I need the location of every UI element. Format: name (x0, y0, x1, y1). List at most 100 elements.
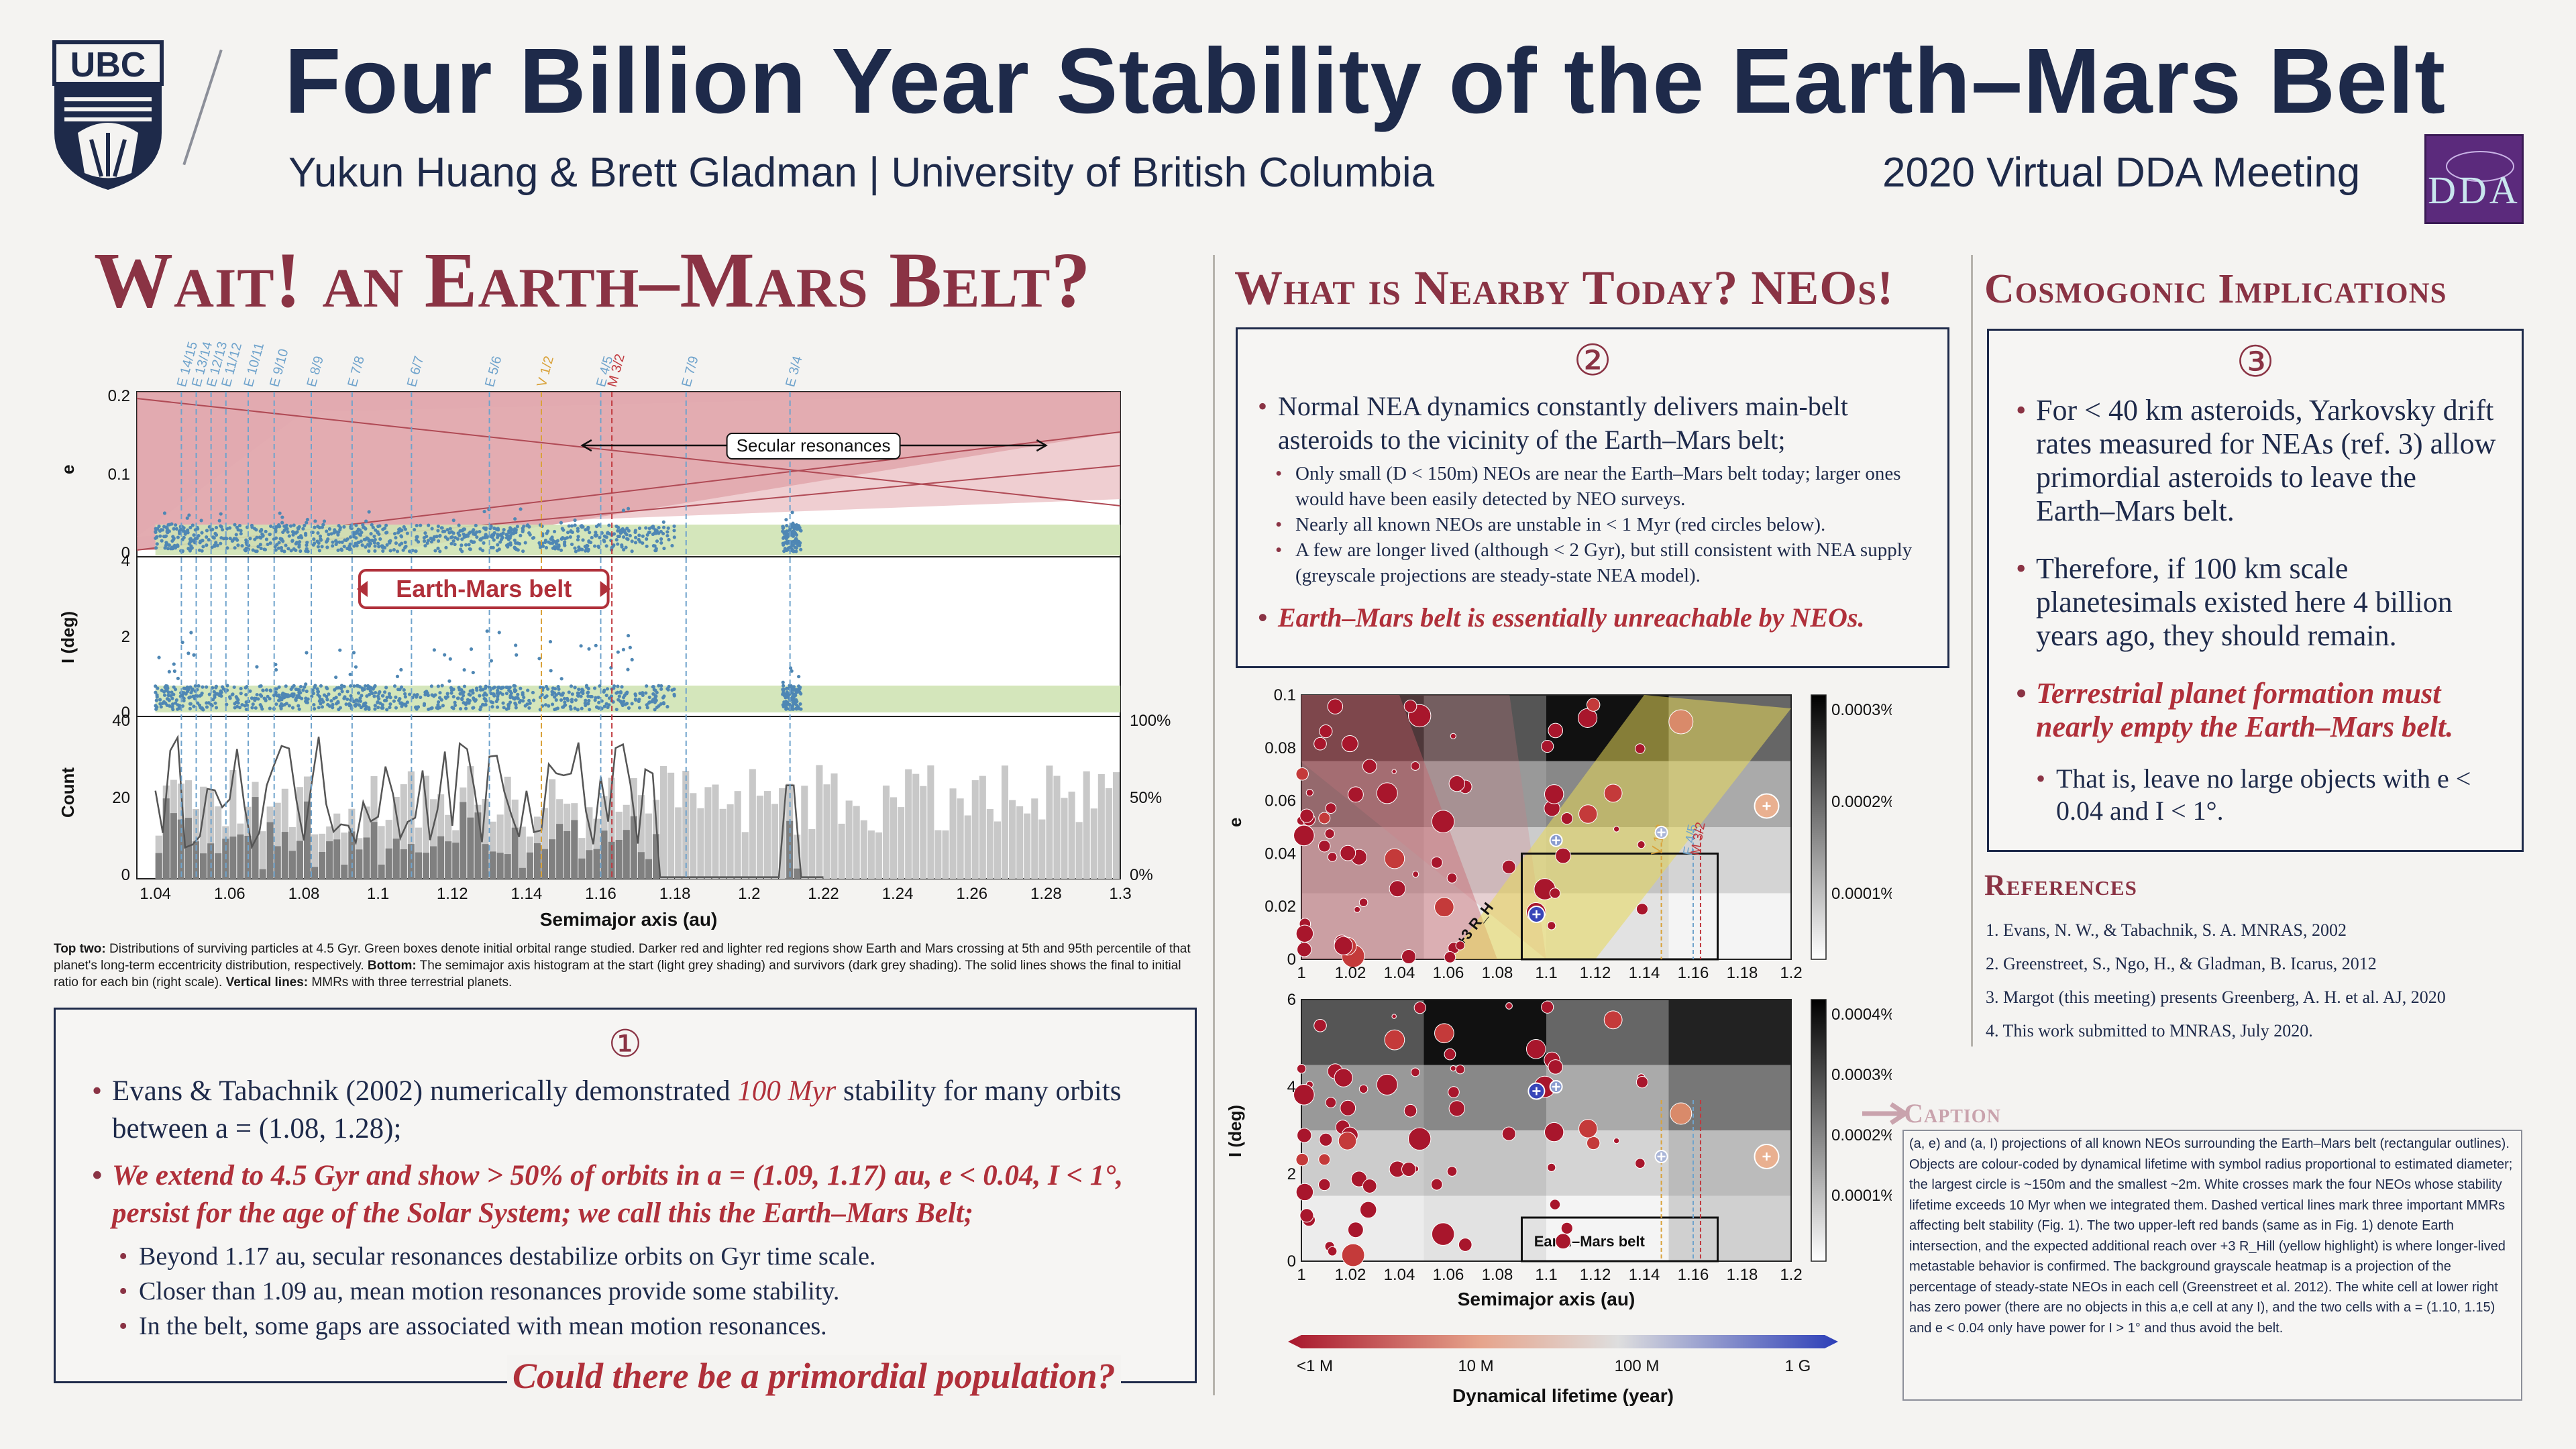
particle-e (403, 545, 407, 549)
particle-e (237, 523, 242, 528)
particle-e (429, 539, 433, 544)
neo-circle-e (1318, 839, 1331, 853)
particle-i (399, 685, 404, 689)
particle-i (617, 694, 621, 698)
particle-i (364, 707, 368, 711)
particle-e (543, 540, 547, 545)
particle-i (430, 693, 434, 697)
neo-circle-i (1318, 1178, 1331, 1191)
particle-i (633, 697, 637, 701)
particle-e (799, 529, 803, 533)
neo-circle-i (1525, 1039, 1546, 1059)
hist-bar-initial (971, 780, 979, 879)
hist-bar-survivors (541, 849, 549, 879)
particle-e (449, 535, 453, 539)
particle-e (165, 541, 169, 546)
particle-e (527, 531, 531, 535)
particle-i (184, 692, 188, 696)
particle-i (315, 687, 319, 691)
particle-e (274, 528, 278, 532)
neo-circle-i (1448, 1100, 1465, 1117)
particle-e (280, 549, 284, 553)
neo-circle-i (1327, 1246, 1338, 1256)
particle-i (645, 684, 649, 688)
particle-e (523, 541, 527, 545)
mars-crossing-region (137, 392, 1120, 537)
particle-e (274, 548, 278, 552)
particle-i (345, 697, 350, 701)
particle-i (172, 692, 176, 696)
particle-e (586, 525, 590, 529)
particle-e (243, 548, 247, 552)
particle-e (443, 535, 447, 539)
particle-i (183, 686, 187, 691)
particle-e (329, 532, 333, 536)
hist-bar-survivors (274, 846, 281, 879)
neo-circle-e (1613, 826, 1620, 833)
heatmap-cell (1668, 893, 1791, 959)
colorbar (1811, 694, 1827, 960)
particle-i (500, 692, 504, 696)
particle-i (297, 690, 301, 694)
hist-bar-initial (853, 806, 860, 879)
particle-e (274, 525, 278, 529)
particle-e (259, 546, 263, 550)
particle-i (403, 702, 407, 706)
particle-i (357, 703, 361, 707)
particle-e (170, 545, 174, 549)
particle-i (468, 693, 472, 697)
particle-i (159, 705, 163, 709)
neo-circle-i (1501, 1126, 1516, 1141)
particle-e (616, 542, 620, 546)
particle-i (191, 694, 195, 698)
particle-i (244, 707, 248, 712)
particle-e (785, 529, 789, 533)
neo-circle-i (1413, 1001, 1426, 1014)
neo-circle-i (1325, 1097, 1337, 1108)
neo-circle-i (1547, 1163, 1556, 1172)
particle-i (289, 687, 293, 692)
particle-e (376, 541, 380, 545)
particle-i (207, 701, 211, 705)
particle-e (460, 537, 464, 541)
hist-bar-survivors (526, 852, 533, 879)
particle-e (436, 539, 441, 543)
particle-e (568, 535, 572, 539)
neo-circle-e (1444, 951, 1456, 963)
box-2-bullet-1: Normal NEA dynamics constantly delivers … (1255, 390, 1930, 457)
particle-e (616, 529, 620, 533)
particle-i (304, 696, 308, 700)
hist-bar-initial (823, 784, 830, 879)
particle-e (352, 544, 356, 548)
particle-i (325, 686, 329, 690)
particle-i (781, 692, 785, 696)
particle-i (604, 693, 608, 698)
hist-bar-initial (1061, 798, 1068, 879)
particle-e (423, 531, 427, 535)
particle-e (219, 525, 223, 529)
hist-bar-initial (1016, 806, 1024, 879)
particle-e (154, 546, 158, 550)
particle-e (282, 524, 286, 528)
particle-e (327, 533, 331, 537)
particle-e (214, 541, 218, 545)
particle-i (403, 692, 407, 696)
particle-e (288, 524, 293, 528)
particle-e (521, 549, 525, 553)
particle-i (230, 692, 234, 697)
particle-i (628, 645, 632, 649)
hist-bar-survivors (192, 841, 200, 879)
x-tick-label: 1.16 (1678, 964, 1709, 982)
particle-e (501, 531, 505, 535)
hist-bar-initial (816, 765, 823, 879)
particle-i (367, 707, 371, 711)
particle-i (178, 704, 182, 708)
particle-e (401, 548, 405, 552)
hist-bar-initial (1083, 771, 1090, 879)
particle-i (508, 685, 512, 690)
particle-i (358, 696, 362, 700)
particle-e (299, 549, 303, 553)
particle-e (451, 531, 455, 535)
particle-i (637, 706, 642, 710)
particle-i (791, 694, 795, 698)
